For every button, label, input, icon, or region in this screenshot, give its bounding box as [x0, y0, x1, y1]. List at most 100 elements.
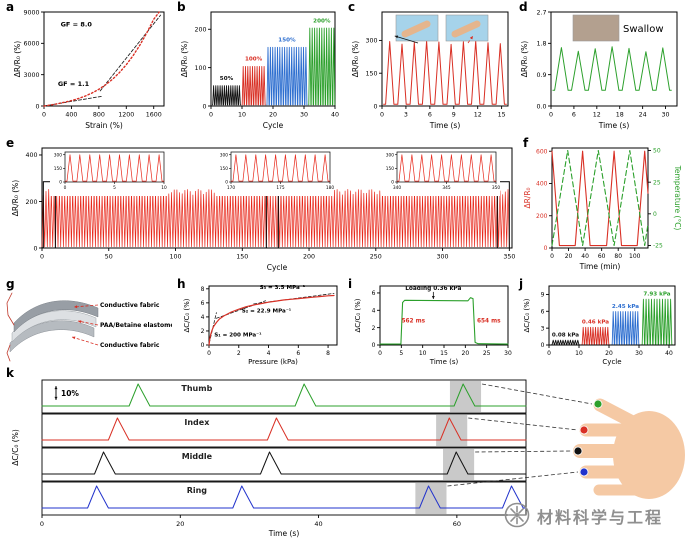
svg-text:4: 4	[372, 307, 376, 314]
svg-text:100: 100	[629, 253, 641, 260]
svg-text:40: 40	[314, 520, 322, 528]
svg-text:0: 0	[380, 111, 384, 118]
panel-label-d: d	[519, 0, 528, 14]
svg-text:2.7: 2.7	[536, 9, 546, 16]
svg-text:350: 350	[503, 253, 515, 260]
svg-text:2: 2	[201, 328, 205, 335]
svg-text:-25: -25	[653, 243, 663, 250]
svg-text:Strain (%): Strain (%)	[85, 121, 123, 130]
svg-text:0.08 kPa: 0.08 kPa	[552, 333, 579, 339]
svg-text:100: 100	[194, 65, 206, 72]
svg-text:12: 12	[593, 111, 601, 118]
svg-text:12: 12	[474, 111, 482, 118]
svg-text:Cycle: Cycle	[263, 121, 284, 130]
svg-text:150%: 150%	[278, 38, 296, 44]
svg-text:6: 6	[372, 290, 376, 297]
svg-text:30: 30	[300, 111, 308, 118]
svg-text:GF = 1.1: GF = 1.1	[58, 80, 90, 88]
svg-text:0: 0	[544, 245, 548, 252]
throat-photo	[572, 14, 620, 42]
svg-text:0: 0	[549, 111, 553, 118]
svg-text:18: 18	[616, 111, 624, 118]
panel-label-h: h	[177, 277, 186, 291]
svg-text:562 ms: 562 ms	[401, 318, 425, 324]
chart-f-temperature-resistance: 0 20 40 60 80 100 Time (min) 0 200 400 600 ΔR/R₀ -25…	[523, 147, 682, 271]
svg-text:GF = 8.0: GF = 8.0	[61, 21, 93, 29]
svg-text:Time (s): Time (s)	[268, 529, 300, 538]
svg-text:5: 5	[399, 350, 403, 357]
svg-text:0: 0	[33, 245, 37, 252]
svg-text:ΔC/C₀ (%): ΔC/C₀ (%)	[183, 298, 191, 332]
svg-text:20: 20	[565, 253, 573, 260]
svg-text:175: 175	[276, 185, 284, 191]
panel-label-g: g	[6, 277, 15, 291]
svg-text:150: 150	[236, 253, 248, 260]
svg-text:ΔC/C₀ (%): ΔC/C₀ (%)	[354, 298, 362, 332]
svg-text:Swallow: Swallow	[623, 24, 664, 35]
svg-text:ΔR/R₀ (%): ΔR/R₀ (%)	[351, 41, 360, 78]
svg-text:300: 300	[386, 152, 394, 158]
svg-text:0: 0	[547, 350, 551, 357]
svg-text:4: 4	[201, 314, 205, 321]
svg-text:ΔR/R₀ (%): ΔR/R₀ (%)	[180, 41, 189, 78]
svg-text:0: 0	[64, 185, 67, 191]
svg-text:8: 8	[201, 286, 205, 293]
svg-text:6000: 6000	[23, 41, 39, 48]
svg-text:ΔR/R₀: ΔR/R₀	[523, 187, 532, 208]
svg-text:3: 3	[404, 111, 408, 118]
svg-text:0: 0	[40, 520, 44, 528]
svg-text:345: 345	[442, 185, 450, 191]
svg-text:Cycle: Cycle	[267, 263, 288, 272]
svg-text:0: 0	[391, 180, 394, 186]
svg-text:Index: Index	[184, 418, 210, 427]
panel-label-c: c	[348, 0, 356, 14]
svg-text:6: 6	[428, 111, 432, 118]
svg-text:200: 200	[194, 27, 206, 34]
svg-text:0: 0	[225, 180, 228, 186]
svg-text:0: 0	[653, 211, 657, 218]
svg-text:10: 10	[238, 111, 246, 118]
svg-text:0: 0	[42, 111, 46, 118]
chart-i-response-time: 0 5 10 15 20 25 30 0 2 4 6 Time (s) ΔC/C₀ (%) Loading…	[354, 285, 512, 366]
svg-text:Pressure (kPa): Pressure (kPa)	[248, 358, 298, 366]
svg-text:15: 15	[498, 111, 506, 118]
svg-text:25: 25	[483, 350, 491, 357]
svg-text:10%: 10%	[61, 389, 79, 398]
svg-text:0: 0	[202, 103, 206, 110]
fingertip-dot-index	[579, 425, 589, 435]
svg-text:150: 150	[386, 166, 394, 172]
svg-text:Time (s): Time (s)	[429, 121, 461, 130]
svg-text:300: 300	[437, 253, 449, 260]
svg-text:S₂ = 22.9 MPa⁻¹: S₂ = 22.9 MPa⁻¹	[242, 308, 292, 315]
svg-text:4: 4	[267, 350, 271, 357]
svg-text:40: 40	[665, 350, 673, 357]
panel-label-b: b	[177, 0, 186, 14]
svg-text:20: 20	[176, 520, 184, 528]
svg-text:7.93 kPa: 7.93 kPa	[643, 292, 670, 298]
svg-text:654 ms: 654 ms	[477, 318, 501, 324]
svg-text:50: 50	[105, 253, 113, 260]
svg-text:0: 0	[207, 350, 211, 357]
svg-text:ΔR/R₀ (%): ΔR/R₀ (%)	[11, 180, 20, 217]
svg-text:0: 0	[59, 180, 62, 186]
svg-text:350: 350	[492, 185, 500, 191]
svg-text:60: 60	[453, 520, 461, 528]
svg-text:5: 5	[113, 185, 116, 191]
svg-text:340: 340	[393, 185, 401, 191]
svg-text:3000: 3000	[23, 72, 39, 79]
svg-text:2: 2	[237, 350, 241, 357]
svg-text:50: 50	[653, 148, 661, 155]
svg-text:24: 24	[639, 111, 647, 118]
svg-text:0.46 kPa: 0.46 kPa	[582, 320, 609, 326]
svg-text:ΔC/C₀ (%): ΔC/C₀ (%)	[523, 298, 531, 332]
svg-text:Time (s): Time (s)	[598, 121, 630, 130]
chart-h-pressure-sensitivity: 0 2 4 6 8 0 2 4 6 8 Pressure (kPa) ΔC/C₀ (%) S₃ = 3.…	[183, 284, 338, 366]
svg-text:40: 40	[581, 253, 589, 260]
svg-text:Time (s): Time (s)	[429, 358, 459, 366]
svg-text:20: 20	[269, 111, 277, 118]
svg-text:1200: 1200	[118, 111, 134, 118]
svg-text:20: 20	[605, 350, 613, 357]
